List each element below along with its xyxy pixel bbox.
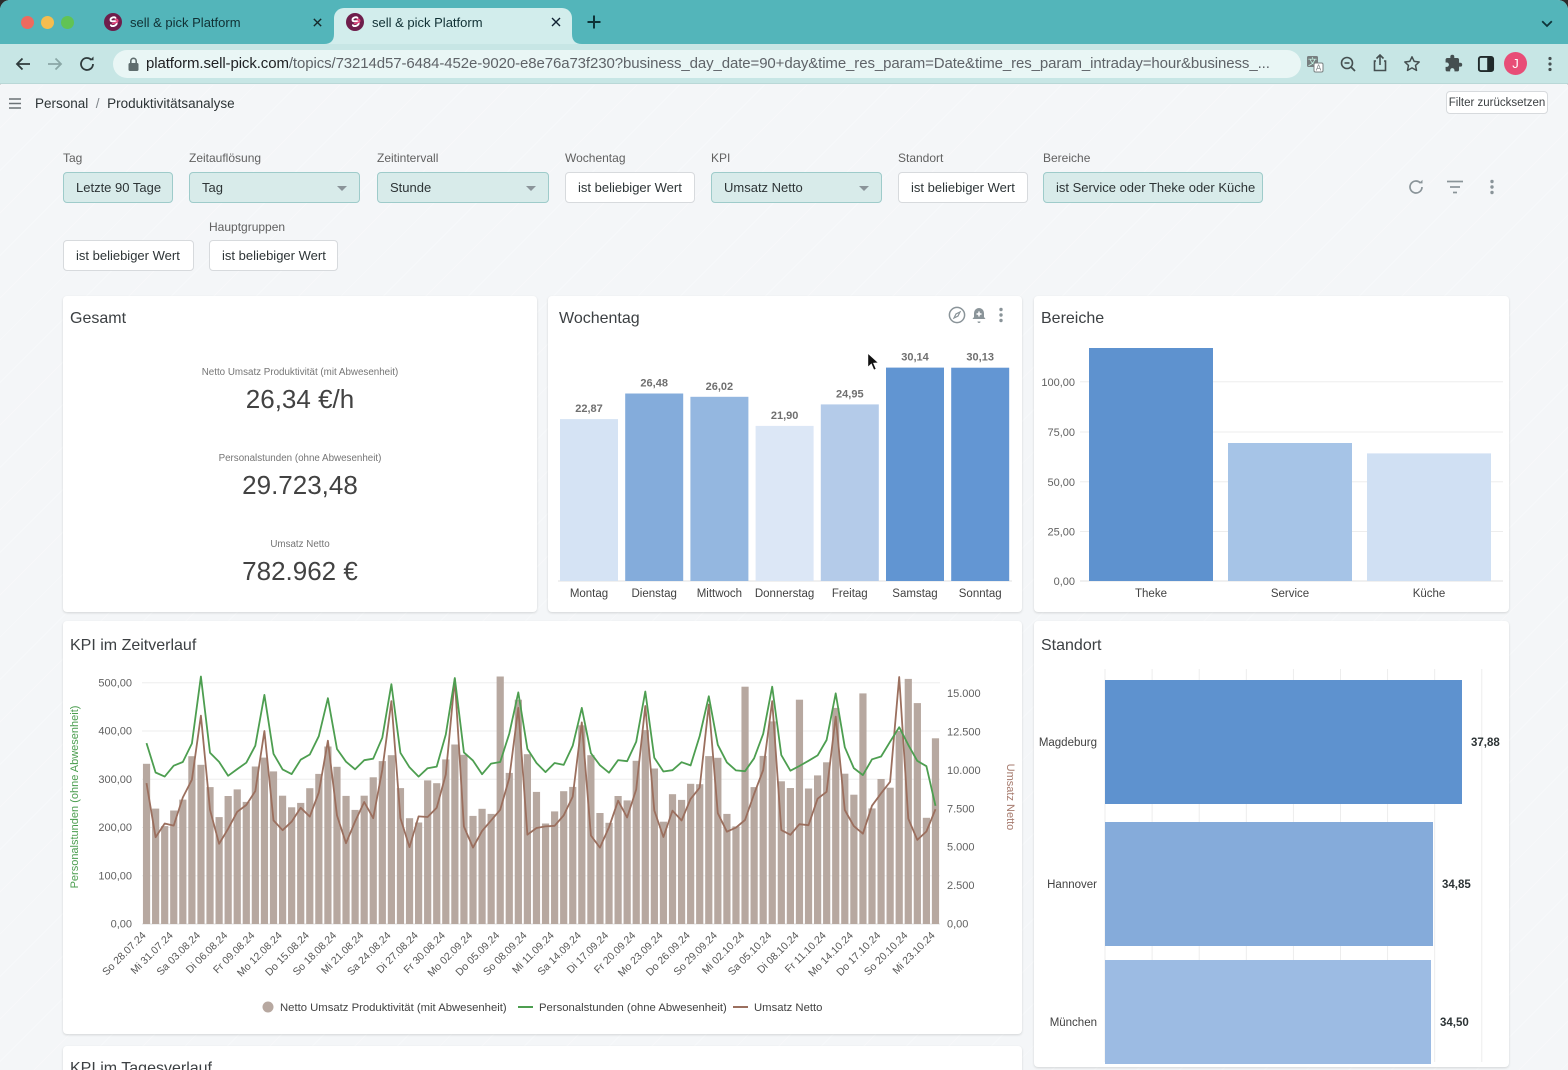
- svg-text:München: München: [1050, 1017, 1097, 1029]
- svg-text:37,88: 37,88: [1471, 737, 1500, 749]
- svg-text:30,13: 30,13: [966, 352, 994, 364]
- svg-text:12.500: 12.500: [947, 727, 981, 739]
- svg-text:34,50: 34,50: [1440, 1017, 1469, 1029]
- svg-text:Umsatz Netto: Umsatz Netto: [754, 1002, 822, 1014]
- svg-text:400,00: 400,00: [98, 726, 132, 738]
- svg-text:Hannover: Hannover: [1047, 879, 1097, 891]
- svg-text:Service: Service: [1271, 588, 1309, 600]
- svg-text:0,00: 0,00: [947, 919, 968, 931]
- svg-text:34,85: 34,85: [1442, 879, 1471, 891]
- svg-text:Umsatz Netto: Umsatz Netto: [1004, 764, 1016, 831]
- svg-text:26,48: 26,48: [640, 378, 668, 390]
- svg-text:0,00: 0,00: [1054, 576, 1075, 588]
- svg-text:文: 文: [1308, 56, 1317, 67]
- svg-text:Theke: Theke: [1135, 588, 1167, 600]
- svg-text:Samstag: Samstag: [892, 588, 937, 600]
- svg-text:Mittwoch: Mittwoch: [697, 588, 742, 600]
- svg-text:Freitag: Freitag: [832, 588, 868, 600]
- svg-text:30,14: 30,14: [901, 352, 929, 364]
- svg-text:7.500: 7.500: [947, 803, 975, 815]
- svg-text:50,00: 50,00: [1047, 477, 1075, 489]
- svg-text:Personalstunden (ohne Abwesenh: Personalstunden (ohne Abwesenheit): [539, 1002, 727, 1014]
- svg-text:300,00: 300,00: [98, 774, 132, 786]
- svg-text:75,00: 75,00: [1047, 427, 1075, 439]
- svg-text:21,90: 21,90: [771, 410, 799, 422]
- svg-text:15.000: 15.000: [947, 688, 981, 700]
- svg-text:26,02: 26,02: [706, 381, 734, 393]
- svg-text:Dienstag: Dienstag: [632, 588, 677, 600]
- svg-text:100,00: 100,00: [1041, 377, 1075, 389]
- svg-text:Montag: Montag: [570, 588, 608, 600]
- svg-text:Donnerstag: Donnerstag: [755, 588, 814, 600]
- svg-text:Personalstunden (ohne Abwesenh: Personalstunden (ohne Abwesenheit): [69, 706, 81, 889]
- svg-text:Sonntag: Sonntag: [959, 588, 1002, 600]
- svg-text:24,95: 24,95: [836, 388, 864, 400]
- svg-text:25,00: 25,00: [1047, 527, 1075, 539]
- svg-text:Magdeburg: Magdeburg: [1039, 737, 1097, 749]
- svg-text:2.500: 2.500: [947, 880, 975, 892]
- svg-text:10.000: 10.000: [947, 765, 981, 777]
- svg-text:500,00: 500,00: [98, 677, 132, 689]
- svg-text:A: A: [1316, 64, 1322, 73]
- svg-text:200,00: 200,00: [98, 822, 132, 834]
- svg-text:5.000: 5.000: [947, 842, 975, 854]
- svg-text:Netto Umsatz Produktivität (mi: Netto Umsatz Produktivität (mit Abwesenh…: [280, 1002, 507, 1014]
- svg-text:Küche: Küche: [1413, 588, 1446, 600]
- svg-text:0,00: 0,00: [111, 919, 132, 931]
- svg-text:22,87: 22,87: [575, 403, 603, 415]
- svg-text:100,00: 100,00: [98, 870, 132, 882]
